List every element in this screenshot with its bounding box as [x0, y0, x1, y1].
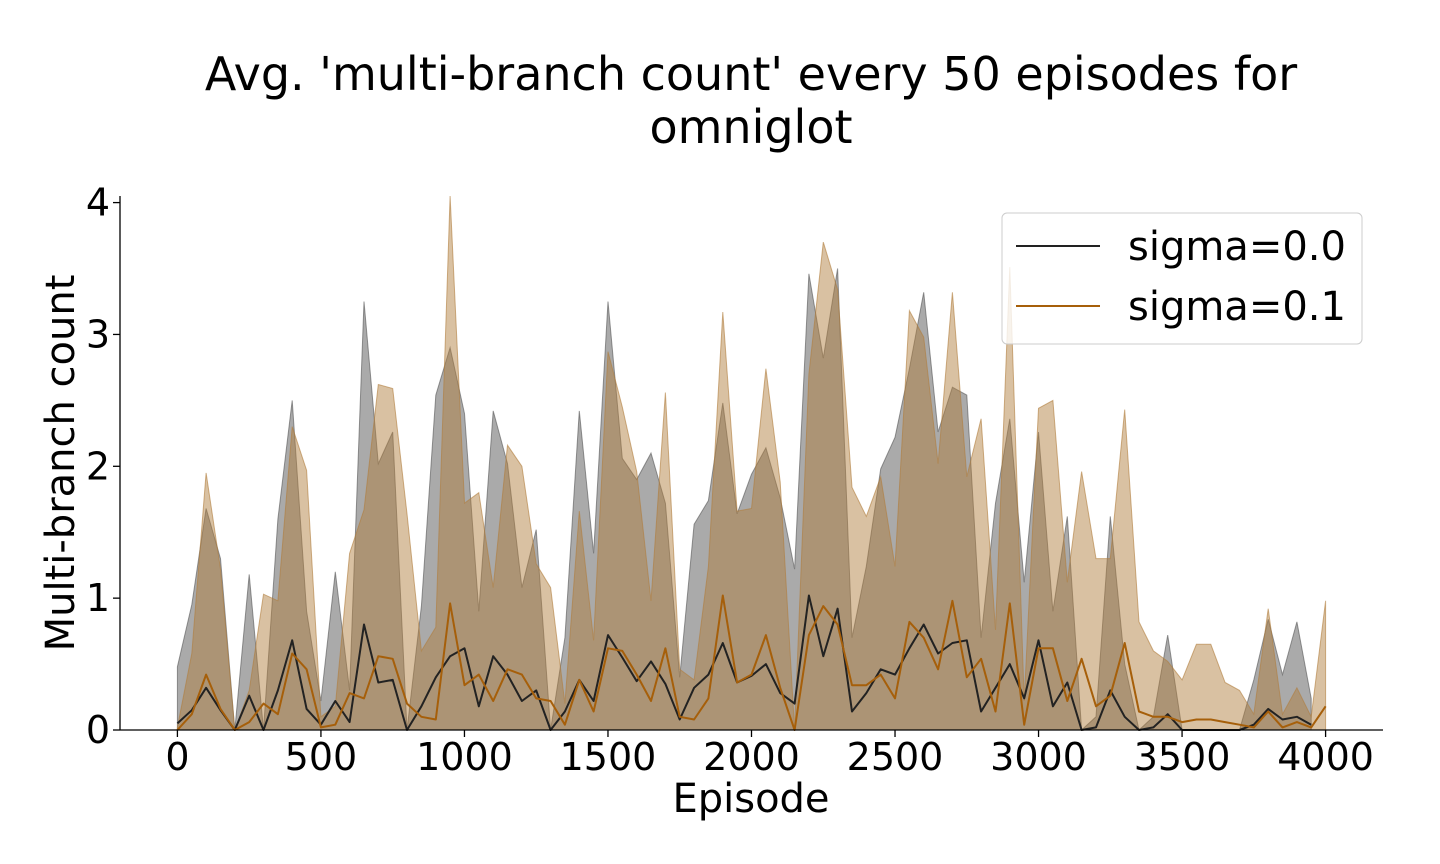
- x-tick-label: 2000: [703, 735, 800, 779]
- y-tick-label: 4: [86, 181, 110, 225]
- chart-title-line-1: Avg. 'multi-branch count' every 50 episo…: [205, 47, 1297, 101]
- x-tick-group: 0 500 1000 1500 2000 2500 3000 3500 4000: [165, 730, 1374, 779]
- legend-label-1: sigma=0.1: [1128, 284, 1346, 330]
- y-axis-label: Multi-branch count: [38, 275, 84, 652]
- x-tick-label: 1500: [560, 735, 657, 779]
- legend-label-0: sigma=0.0: [1128, 224, 1346, 270]
- x-tick-label: 3500: [1134, 735, 1231, 779]
- x-tick-label: 500: [285, 735, 358, 779]
- x-tick-label: 0: [165, 735, 189, 779]
- y-tick-label: 3: [86, 312, 110, 356]
- x-tick-label: 3000: [990, 735, 1087, 779]
- x-tick-label: 1000: [416, 735, 513, 779]
- y-tick-label: 2: [86, 444, 110, 488]
- y-tick-label: 1: [86, 576, 110, 620]
- x-tick-label: 4000: [1277, 735, 1374, 779]
- legend: sigma=0.0 sigma=0.1: [1001, 212, 1363, 345]
- series-1-line: [176, 594, 1327, 731]
- y-tick-group: 0 1 2 3 4: [86, 181, 120, 752]
- x-tick-label: 2500: [847, 735, 944, 779]
- line-layer: [176, 594, 1327, 731]
- y-tick-label: 0: [86, 708, 110, 752]
- chart-title-line-2: omniglot: [649, 100, 852, 154]
- x-axis-label: Episode: [672, 776, 829, 822]
